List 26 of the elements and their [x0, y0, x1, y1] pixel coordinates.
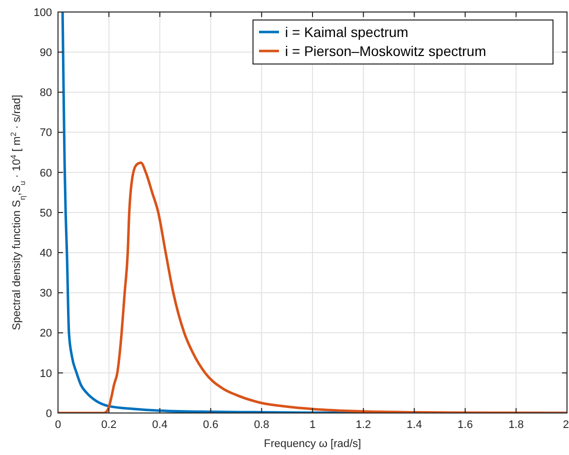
x-tick-label: 0.8 [254, 419, 270, 431]
y-tick-label: 30 [40, 288, 52, 300]
y-tick-label: 100 [34, 6, 52, 19]
x-tick-label: 1.8 [508, 419, 524, 431]
x-tick-label: 0.4 [152, 419, 168, 431]
y-tick-label: 60 [40, 167, 52, 180]
x-tick-label: 1.2 [356, 419, 372, 431]
x-tick-label: 1.6 [458, 419, 473, 431]
x-axis-title: Frequency ω [rad/s] [264, 438, 362, 450]
line-series [58, 162, 567, 413]
x-tick-label: 0 [54, 419, 62, 431]
legend-label: i = Pierson–Moskowitz spectrum [285, 42, 486, 59]
y-tick-label: 70 [40, 127, 52, 140]
x-tick-label: 0.6 [203, 419, 218, 431]
x-tick-label: 0.2 [101, 419, 117, 431]
y-tick-label: 10 [40, 368, 52, 380]
x-tick-label: 1.4 [406, 419, 422, 431]
y-tick-label: 50 [40, 207, 52, 220]
legend-label: i = Kaimal spectrum [285, 24, 408, 40]
y-tick-label: 90 [40, 46, 52, 59]
y-tick-label: 40 [40, 247, 52, 260]
x-tick-label: 1 [309, 419, 316, 431]
y-tick-label: 20 [40, 328, 52, 340]
x-tick-label: 2 [562, 419, 569, 431]
y-tick-label: 80 [40, 87, 52, 100]
y-tick-label: 0 [46, 408, 52, 420]
